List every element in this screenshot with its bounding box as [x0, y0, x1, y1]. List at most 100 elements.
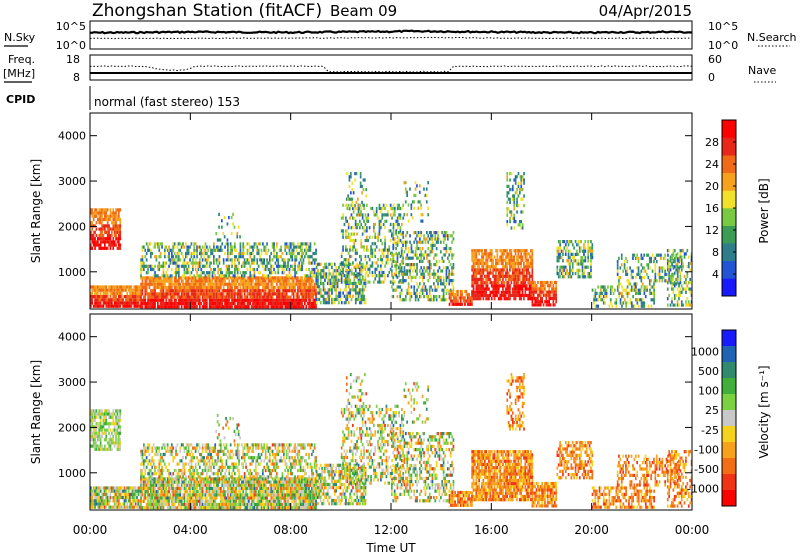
heatmap-cell-1462 — [299, 276, 302, 280]
heatmap-cell-3191 — [428, 259, 431, 263]
heatmap-cell-846 — [203, 295, 205, 299]
heatmap-cell-3796 — [511, 258, 514, 262]
heatmap-cell-627 — [169, 289, 172, 293]
heatmap-cell-264 — [95, 211, 98, 215]
heatmap-cell-959 — [220, 295, 222, 299]
heatmap-cell-2750 — [374, 242, 377, 246]
heatmap-cell-3264 — [438, 259, 441, 263]
heatmap-cell-2468 — [353, 278, 356, 282]
heatmap-cell-3862 — [517, 293, 520, 298]
heatmap-cell-4601 — [657, 253, 659, 257]
heatmap-cell-3226 — [433, 272, 435, 276]
heatmap-cell-1899 — [225, 274, 228, 278]
heatmap-cell-922 — [214, 301, 217, 306]
heatmap-cell-3039 — [406, 272, 409, 276]
heatmap-cell-2190 — [299, 255, 302, 259]
heatmap-cell-559 — [158, 305, 161, 309]
heatmap-cell-1304 — [274, 285, 277, 290]
heatmap-cell-26 — [95, 295, 98, 299]
heatmap-cell-4151 — [546, 303, 549, 307]
heatmap-cell-2363 — [333, 278, 336, 282]
heatmap-cell-3595 — [488, 255, 490, 259]
heatmap-cell-734 — [186, 292, 189, 296]
heatmap-cell-3499 — [476, 293, 479, 298]
heatmap-cell-2647 — [357, 222, 360, 227]
heatmap-cell-1089 — [241, 292, 243, 296]
heatmap-cell-2318 — [326, 278, 329, 282]
heatmap-cell-4519 — [625, 256, 627, 260]
heatmap-cell-3128 — [419, 291, 421, 295]
heatmap-cell-4181 — [553, 303, 556, 307]
heatmap-cell-1551 — [313, 282, 316, 286]
heatmap-cell-3735 — [504, 258, 507, 262]
heatmap-cell-4004 — [507, 207, 510, 211]
heatmap-cell-3713 — [502, 268, 504, 272]
heatmap-cell-2205 — [302, 261, 305, 265]
heatmap-cell-3894 — [521, 281, 524, 285]
heatmap-cell-4220 — [562, 252, 564, 256]
heatmap-cell-2730 — [371, 242, 374, 246]
heatmap-cell-583 — [162, 289, 165, 293]
heatmap-cell-4193 — [556, 259, 559, 263]
heatmap-cell-3448 — [472, 265, 475, 269]
heatmap-cell-848 — [203, 301, 205, 306]
heatmap-cell-649 — [173, 276, 176, 280]
heatmap-cell-2292 — [322, 272, 325, 276]
heatmap-cell-1544 — [312, 285, 315, 290]
heatmap-cell-4837 — [351, 197, 354, 201]
heatmap-cell-3881 — [520, 271, 522, 275]
heatmap-cell-534 — [154, 301, 156, 306]
heatmap-cell-3583 — [486, 261, 489, 266]
heatmap-cell-4659 — [678, 266, 680, 270]
heatmap-cell-4060 — [520, 188, 523, 192]
heatmap-cell-3450 — [472, 271, 475, 275]
heatmap-cell-198 — [133, 304, 136, 308]
heatmap-cell-4029 — [513, 213, 516, 217]
heatmap-cell-1118 — [245, 305, 247, 309]
heatmap-cell-1203 — [259, 276, 261, 280]
heatmap-cell-3076 — [412, 269, 414, 273]
heatmap-cell-543 — [157, 276, 159, 280]
heatmap-cell-1120 — [246, 279, 249, 283]
heatmap-cell-357 — [108, 240, 110, 244]
heatmap-cell-2657 — [359, 267, 361, 271]
heatmap-cell-2171 — [294, 274, 296, 278]
heatmap-cell-1063 — [236, 295, 239, 299]
heatmap-cell-4283 — [577, 240, 580, 244]
heatmap-cell-1613 — [154, 242, 156, 246]
heatmap-cell-2147 — [290, 245, 292, 249]
heatmap-cell-3269 — [440, 240, 442, 244]
heatmap-cell-4527 — [627, 279, 630, 283]
heatmap-cell-1874 — [218, 255, 221, 259]
heatmap-cell-4506 — [618, 276, 620, 280]
heatmap-cell-3036 — [406, 256, 409, 260]
heatmap-cell-4901 — [425, 187, 428, 191]
heatmap-cell-2425 — [345, 297, 347, 302]
heatmap-cell-3572 — [485, 274, 487, 278]
heatmap-cell-1223 — [262, 282, 264, 286]
heatmap-cell-4763 — [683, 281, 686, 285]
heatmap-cell-402 — [115, 221, 117, 225]
heatmap-cell-4448 — [633, 285, 636, 289]
heatmap-cell-2983 — [398, 285, 400, 289]
heatmap-cell-3391 — [457, 289, 459, 294]
heatmap-cell-1228 — [262, 301, 264, 306]
heatmap-cell-4305 — [581, 262, 584, 266]
heatmap-cell-174 — [129, 288, 131, 292]
heatmap-cell-1753 — [187, 264, 190, 268]
heatmap-cell-45 — [99, 291, 102, 295]
heatmap-cell-2796 — [380, 274, 382, 278]
heatmap-cell-1191 — [256, 301, 259, 306]
heatmap-cell-1233 — [263, 285, 266, 290]
heatmap-cell-865 — [206, 295, 208, 299]
heatmap-cell-2494 — [357, 294, 360, 298]
heatmap-cell-2128 — [285, 242, 288, 246]
heatmap-cell-1752 — [187, 261, 190, 265]
heatmap-cell-3093 — [414, 269, 417, 273]
heatmap-cell-578 — [161, 305, 163, 309]
heatmap-cell-4441 — [630, 285, 633, 289]
heatmap-cell-481 — [145, 305, 148, 309]
heatmap-cell-4443 — [630, 301, 633, 305]
heatmap-cell-1071 — [238, 295, 240, 299]
heatmap-cell-4007 — [509, 188, 511, 192]
